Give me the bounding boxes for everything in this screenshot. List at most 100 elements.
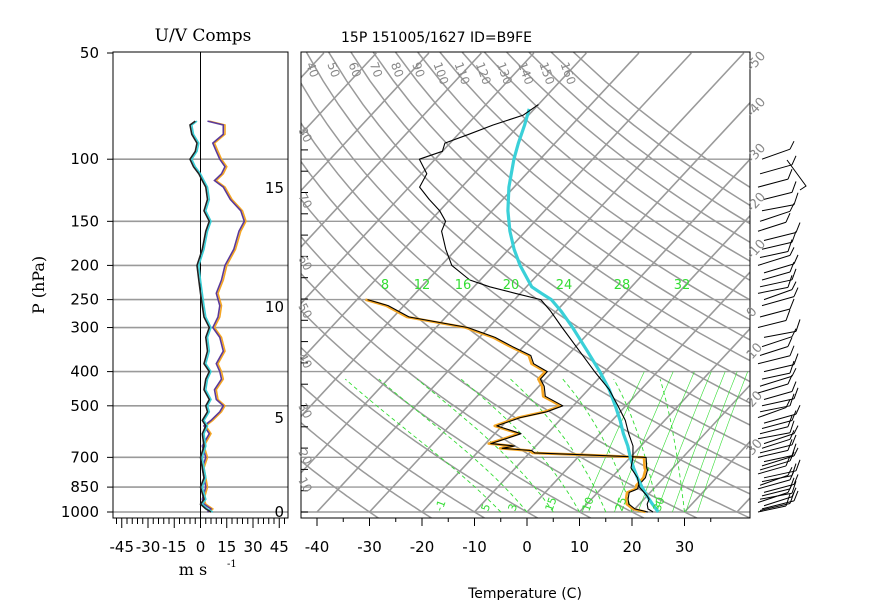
temperature-tick-label: -10 [462,538,487,556]
wind-barb-flag [785,213,791,223]
left-edge-label: 50 [295,301,315,321]
wind-barb [757,254,791,266]
wind-barb [763,455,793,463]
isotherm-label: -40 [744,95,769,121]
wind-barb [759,460,791,471]
pressure-tick-label: 400 [70,363,99,381]
wind-barb [759,502,791,511]
temperature-tick-label: -30 [357,538,382,556]
dry-adiabat [505,52,750,244]
mixing-ratio-label: 8 [381,278,389,293]
uv-series-line [203,120,247,513]
dry-adiabat [550,52,750,207]
pressure-tick-label: 100 [70,150,99,168]
pressure-tick-label: 850 [70,478,99,496]
chart-title: 15P 151005/1627 ID=B9FE [341,30,532,46]
pressure-tick-label: 1000 [61,503,99,521]
moist-adiabat-label: 15 [543,495,560,513]
isotherm [301,52,640,418]
isotherm [842,53,887,512]
wind-barb [757,492,789,503]
isotherm-label: 30 [744,436,766,458]
dry-adiabat [301,309,593,518]
wind-barb [761,455,795,467]
left-edge-label: 30 [295,401,315,421]
wind-barb [763,413,797,424]
wind-barb [761,398,795,407]
wind-barb-flag [795,404,801,415]
height-tick-label: 5 [274,409,284,427]
uv-x-tick-label: 0 [196,538,206,556]
isotherm [301,52,535,305]
mixing-ratio-line [656,371,712,513]
wind-barb [763,391,793,401]
uv-x-tick-label: 45 [270,538,289,556]
dry-adiabat [301,383,486,518]
moist-adiabat-label: 30 [651,495,668,513]
isotherm-label: -20 [744,190,769,216]
uv-units-label: m s [179,560,207,579]
wind-barb-flag [787,275,793,288]
uv-x-tick-label: -45 [110,538,135,556]
mixing-ratio-label: 20 [503,278,520,293]
mixing-ratio-label: 32 [674,278,691,293]
dry-adiabat [372,52,750,362]
moist-adiabat-label: 5 [479,502,494,513]
wind-barb-flag [795,222,801,233]
dry-adiabat-label: 40 [303,60,321,79]
temperature-tick-label: -40 [305,538,330,556]
profile-temperature [418,104,654,513]
wind-barb [757,383,789,394]
isotherm [301,52,587,362]
wind-barb [761,204,795,212]
wind-barb [757,178,789,188]
wind-barb [761,271,791,281]
pressure-tick-label: 200 [70,256,99,274]
moist-adiabat-label: 25 [613,495,630,513]
mixing-ratio-line [697,371,748,513]
wind-barb [757,505,787,513]
wind-barb [761,148,791,160]
temperature-tick-label: 0 [522,538,532,556]
wind-barb-flag [793,192,799,205]
wind-barb-flag [789,140,795,150]
isotherm [301,52,482,249]
wind-barb-flag [791,328,797,337]
dry-adiabat [572,52,750,189]
dry-adiabat-label: 60 [346,60,364,79]
wind-barb-flag [795,459,801,471]
wind-barb-flag [791,381,797,392]
wind-barb [761,500,795,510]
uv-x-tick-label: -30 [136,538,161,556]
dry-adiabat [301,346,540,518]
wind-barb-flag [791,443,797,456]
wind-barb [759,444,793,454]
wind-barb [761,420,793,430]
wind-barb-flag [787,467,793,476]
isotherm [790,53,887,512]
wind-barb-flag [791,281,797,290]
wind-barb [763,496,793,507]
dry-adiabat-label: 70 [367,60,385,79]
wind-barb-flag [791,463,797,476]
uv-panel-series [189,120,247,513]
wind-barb-flag [795,319,801,332]
dry-adiabat-label: 80 [388,60,406,79]
wind-barb [761,475,793,483]
wind-barb [761,488,791,497]
wind-barb [759,426,789,435]
moist-adiabat [613,378,659,513]
wind-barb-flag [793,474,799,485]
uv-x-tick-label: 30 [243,538,262,556]
left-edge-label: 80 [295,125,315,145]
wind-barb-flag [793,287,799,297]
wind-barb [761,336,793,348]
height-tick-label: 10 [265,298,284,316]
dry-adiabat-label: 90 [409,60,427,79]
profile-parcel [506,108,660,513]
pressure-axis: 50 100 150 200 250 300 400 500 700 850 1000 [61,44,113,521]
moist-adiabat [659,378,685,513]
wind-barb [763,330,797,338]
mixing-ratio-label: 12 [414,278,431,293]
wind-barb-flag [793,490,799,502]
